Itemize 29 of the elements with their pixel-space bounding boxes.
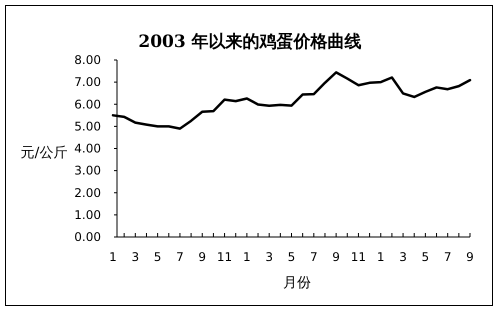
x-tick-label: 9 [332, 250, 340, 264]
x-tick-label: 9 [466, 250, 474, 264]
y-tick-label: 7.00 [74, 75, 101, 90]
x-tick-label: 5 [154, 250, 162, 264]
y-tick-label: 0.00 [74, 230, 101, 244]
x-tick-label: 1 [376, 250, 385, 264]
x-tick-label: 3 [131, 250, 140, 264]
x-axis-title: 月份 [283, 275, 311, 291]
y-tick-label: 2.00 [74, 186, 101, 200]
x-tick-label: 11 [350, 250, 366, 264]
y-tick-label: 1.00 [74, 208, 101, 222]
x-tick-label: 1 [243, 250, 251, 264]
x-tick-label: 5 [422, 250, 430, 264]
y-tick-label: 4.00 [74, 142, 101, 156]
y-tick-label: 8.00 [74, 53, 101, 67]
y-tick-label: 5.00 [74, 119, 101, 134]
chart-title: 2003 年以来的鸡蛋价格曲线 [138, 32, 362, 52]
y-tick-label: 3.00 [74, 164, 101, 178]
x-tick-label: 1 [109, 250, 117, 264]
x-tick-label: 7 [176, 250, 184, 264]
x-tick-label: 11 [216, 250, 232, 264]
y-axis-title: 元/公斤 [20, 145, 68, 161]
x-tick-label: 3 [399, 250, 407, 264]
x-tick-label: 7 [310, 250, 318, 264]
x-tick-label: 3 [265, 250, 274, 264]
x-tick-label: 9 [198, 250, 206, 264]
x-tick-label: 7 [444, 250, 452, 264]
x-tick-label: 5 [288, 250, 296, 264]
y-tick-label: 6.00 [74, 97, 101, 112]
